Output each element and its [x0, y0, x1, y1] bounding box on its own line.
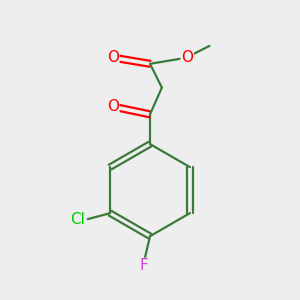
- Text: O: O: [107, 99, 119, 114]
- Text: O: O: [107, 50, 119, 65]
- Text: F: F: [140, 258, 148, 273]
- Text: Cl: Cl: [70, 212, 86, 226]
- Text: O: O: [181, 50, 193, 65]
